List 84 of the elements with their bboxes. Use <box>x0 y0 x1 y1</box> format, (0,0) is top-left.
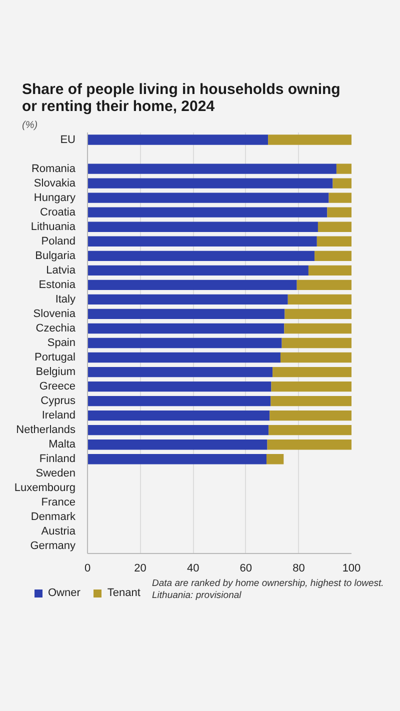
legend-label: Owner <box>48 587 80 599</box>
bar <box>327 207 352 218</box>
bar <box>314 250 352 261</box>
bar <box>296 280 352 290</box>
x-tick-label: 0 <box>84 562 91 574</box>
bar <box>88 338 282 348</box>
bar <box>266 454 284 464</box>
x-tick-label: 40 <box>186 562 200 574</box>
bar <box>332 178 352 188</box>
bar <box>88 381 272 392</box>
y-tick-label: Estonia <box>38 278 76 291</box>
bar <box>316 236 352 246</box>
y-tick-label: Belgium <box>36 366 76 378</box>
bar <box>88 222 318 232</box>
bar <box>284 308 352 320</box>
bar <box>88 265 308 276</box>
y-tick-label: Croatia <box>40 206 76 218</box>
bar <box>268 134 352 145</box>
y-tick-label: Luxembourg <box>14 482 76 494</box>
y-tick-label: Bulgaria <box>35 250 76 262</box>
bar <box>318 222 352 232</box>
bar <box>88 280 297 290</box>
bar <box>88 207 328 218</box>
y-tick-label: Italy <box>55 293 76 306</box>
x-tick-label: 100 <box>342 562 361 574</box>
y-tick-label: Portugal <box>34 352 76 364</box>
bar <box>282 338 352 348</box>
y-tick-label: Czechia <box>36 322 76 334</box>
bar <box>88 134 268 145</box>
y-tick-label: Cyprus <box>40 395 76 408</box>
y-tick-label: Ireland <box>42 410 76 422</box>
y-tick-label: Netherlands <box>16 424 76 436</box>
bar <box>268 425 352 436</box>
y-tick-label: Austria <box>41 526 76 538</box>
x-tick-label: 80 <box>292 562 305 574</box>
bar <box>308 265 352 276</box>
y-tick-label: Malta <box>48 438 76 451</box>
legend-label: Tenant <box>107 587 140 599</box>
bar <box>88 425 269 436</box>
y-tick-label: Spain <box>47 337 76 349</box>
y-tick-label: Sweden <box>36 468 76 480</box>
bar <box>270 396 352 406</box>
bar <box>88 396 271 406</box>
chart-subtitle: (%) <box>22 120 39 132</box>
y-tick-label: Slovenia <box>33 308 76 320</box>
y-tick-label: Slovakia <box>34 177 76 190</box>
y-tick-label: Germany <box>30 540 76 552</box>
bar <box>88 192 329 203</box>
bar <box>328 192 352 203</box>
bar <box>288 294 352 305</box>
y-tick-label: Finland <box>39 453 76 466</box>
y-tick-label: Poland <box>41 235 76 248</box>
y-tick-label: Greece <box>39 380 76 393</box>
bar <box>88 454 266 464</box>
bar <box>271 381 352 392</box>
text: Data are ranked by home ownership, highest to lowest. <box>152 578 384 589</box>
bar <box>272 366 352 378</box>
x-tick-label: 60 <box>240 562 252 574</box>
bar <box>88 352 280 363</box>
bar <box>88 323 284 334</box>
bar <box>336 164 352 174</box>
bar <box>88 410 270 421</box>
y-tick-label: Hungary <box>34 192 76 204</box>
bar <box>88 164 336 174</box>
y-tick-label: France <box>41 496 76 509</box>
y-tick-label: EU <box>60 134 76 146</box>
y-tick-label: Denmark <box>30 511 76 524</box>
y-tick-label: Lithuania <box>30 220 76 233</box>
bar <box>267 440 352 450</box>
y-tick-label: Romania <box>31 162 76 175</box>
bar <box>88 294 288 305</box>
text: Lithuania: provisional <box>152 590 242 601</box>
bar <box>88 308 285 320</box>
bar <box>88 250 315 261</box>
bar <box>284 323 352 334</box>
y-tick-label: Latvia <box>46 264 76 276</box>
bar <box>270 410 352 421</box>
bar <box>88 440 268 450</box>
bar <box>88 236 317 246</box>
x-tick-label: 20 <box>134 562 146 574</box>
bar <box>88 366 273 378</box>
chart-title: Share of people living in households owning or renting their home, 2024 <box>22 81 340 115</box>
bar <box>280 352 352 363</box>
bar <box>88 178 333 188</box>
